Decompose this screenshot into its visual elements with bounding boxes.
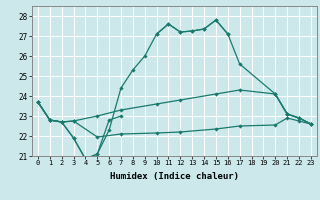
X-axis label: Humidex (Indice chaleur): Humidex (Indice chaleur) [110, 172, 239, 181]
